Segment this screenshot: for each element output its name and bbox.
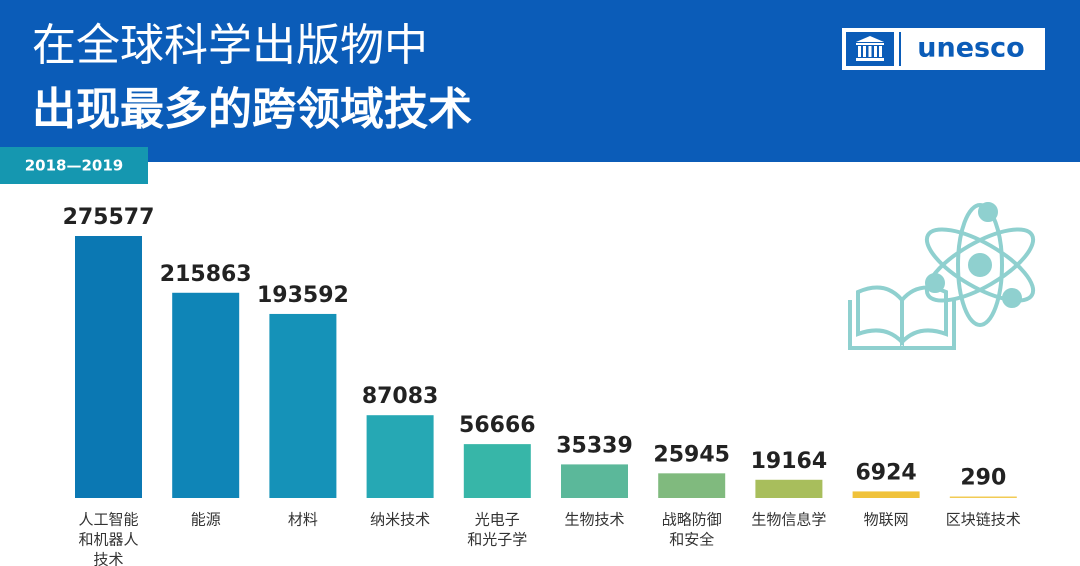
value-label: 6924 <box>855 460 916 485</box>
category-label: 生物技术 <box>564 511 624 529</box>
value-label: 56666 <box>459 413 536 438</box>
category-label: 战略防御 <box>662 511 722 529</box>
bar <box>75 236 142 498</box>
logo: unesco <box>842 28 1045 70</box>
category-label: 纳米技术 <box>370 511 430 529</box>
category-label: 技术 <box>93 551 123 566</box>
bar <box>755 479 823 498</box>
value-label: 215863 <box>160 262 252 287</box>
value-label: 87083 <box>362 384 439 409</box>
bar <box>463 444 531 498</box>
period-tag <box>0 147 148 184</box>
category-label: 生物信息学 <box>751 511 826 529</box>
value-label: 290 <box>960 466 1006 491</box>
value-label: 35339 <box>556 433 633 458</box>
bar <box>172 292 240 498</box>
category-label: 人工智能 <box>78 511 138 529</box>
category-label: 和安全 <box>669 531 714 549</box>
header-band <box>0 0 1080 162</box>
title-line-2: 出现最多的跨领域技术 <box>32 84 472 135</box>
category-label: 和机器人 <box>78 531 138 549</box>
value-label: 19164 <box>751 449 828 474</box>
value-label: 25945 <box>653 442 730 467</box>
title-line-1: 在全球科学出版物中 <box>32 20 428 71</box>
bar <box>658 473 726 498</box>
value-label: 193592 <box>257 283 349 308</box>
bar <box>561 464 628 498</box>
bar <box>949 496 1017 498</box>
bar <box>366 415 434 498</box>
category-label: 光电子 <box>475 511 520 529</box>
category-label: 区块链技术 <box>946 511 1021 529</box>
category-label: 能源 <box>191 511 221 529</box>
bar <box>269 313 337 498</box>
period: 2018—2019 <box>25 157 124 175</box>
value-label: 275577 <box>63 205 155 230</box>
atom-illustration <box>924 202 1036 327</box>
category-label: 材料 <box>288 511 318 529</box>
category-label: 和光子学 <box>467 531 527 549</box>
category-label: 物联网 <box>864 511 909 529</box>
bar <box>852 491 920 498</box>
book-illustration <box>848 285 956 350</box>
logo-text: unesco <box>917 33 1024 64</box>
